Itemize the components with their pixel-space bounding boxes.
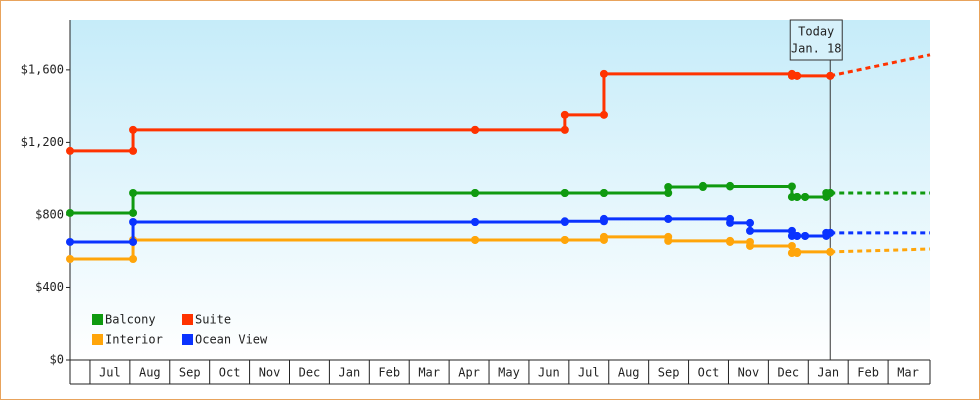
x-tick-label: Mar — [897, 366, 919, 380]
point — [726, 218, 735, 227]
point — [793, 192, 802, 201]
y-tick-label: $1,200 — [21, 135, 64, 149]
x-tick-label: Aug — [618, 366, 640, 380]
point — [746, 241, 755, 250]
x-tick-label: Nov — [738, 366, 760, 380]
point — [787, 182, 796, 191]
today-box — [789, 19, 843, 61]
x-tick-label: Oct — [698, 366, 720, 380]
point — [560, 235, 569, 244]
x-tick-label: Jan — [817, 366, 839, 380]
point — [560, 217, 569, 226]
point — [129, 146, 138, 155]
point — [801, 192, 810, 201]
x-tick-label: Jul — [578, 366, 600, 380]
point — [826, 71, 835, 80]
y-tick-label: $400 — [35, 280, 64, 294]
point — [801, 231, 810, 240]
point — [129, 208, 138, 217]
x-tick-label: Feb — [857, 366, 879, 380]
point — [129, 237, 138, 246]
point — [826, 247, 835, 256]
today-label: Jan. 18 — [791, 42, 842, 56]
x-tick-label: Sep — [658, 366, 680, 380]
legend-swatch — [92, 334, 103, 345]
point — [599, 69, 608, 78]
point — [66, 146, 74, 155]
legend-label: Ocean View — [195, 333, 268, 347]
point — [793, 231, 802, 240]
y-tick-label: $800 — [35, 207, 64, 221]
point — [471, 125, 480, 134]
point — [560, 188, 569, 197]
y-tick-label: $0 — [50, 353, 64, 367]
point — [746, 226, 755, 235]
x-tick-label: Dec — [299, 366, 321, 380]
point — [129, 254, 138, 263]
x-tick-label: Nov — [259, 366, 281, 380]
point — [664, 236, 673, 245]
today-label: Today — [798, 25, 834, 39]
legend-label: Interior — [105, 333, 163, 347]
point — [560, 110, 569, 119]
point — [826, 228, 835, 237]
point — [66, 254, 74, 263]
point — [560, 125, 569, 134]
point — [664, 214, 673, 223]
point — [66, 237, 74, 246]
x-tick-label: Oct — [219, 366, 241, 380]
point — [787, 241, 796, 250]
x-tick-label: Dec — [777, 366, 799, 380]
x-tick-label: Jul — [99, 366, 121, 380]
point — [599, 188, 608, 197]
y-tick-label: $1,600 — [21, 62, 64, 76]
plot-area — [70, 20, 930, 360]
point — [793, 71, 802, 80]
point — [129, 188, 138, 197]
point — [471, 218, 480, 227]
point — [664, 183, 673, 192]
x-tick-label: Apr — [458, 366, 480, 380]
x-tick-label: Jun — [538, 366, 560, 380]
x-tick-label: Aug — [139, 366, 161, 380]
point — [698, 181, 707, 190]
point — [664, 188, 673, 197]
x-tick-label: Jan — [339, 366, 361, 380]
x-tick-label: Sep — [179, 366, 201, 380]
point — [726, 182, 735, 191]
x-tick-label: May — [498, 366, 520, 380]
point — [471, 235, 480, 244]
point — [129, 125, 138, 134]
legend-swatch — [182, 334, 193, 345]
point — [599, 110, 608, 119]
point — [599, 232, 608, 241]
point — [599, 214, 608, 223]
legend-swatch — [92, 314, 103, 325]
legend-swatch — [182, 314, 193, 325]
point — [746, 218, 755, 227]
point — [826, 188, 835, 197]
point — [726, 237, 735, 246]
legend-label: Suite — [195, 313, 231, 327]
projection — [830, 247, 931, 254]
legend-label: Balcony — [105, 313, 156, 327]
point — [66, 208, 74, 217]
projection — [829, 53, 931, 78]
point — [129, 218, 138, 227]
point — [471, 188, 480, 197]
x-tick-label: Feb — [378, 366, 400, 380]
point — [793, 247, 802, 256]
x-tick-label: Mar — [418, 366, 440, 380]
